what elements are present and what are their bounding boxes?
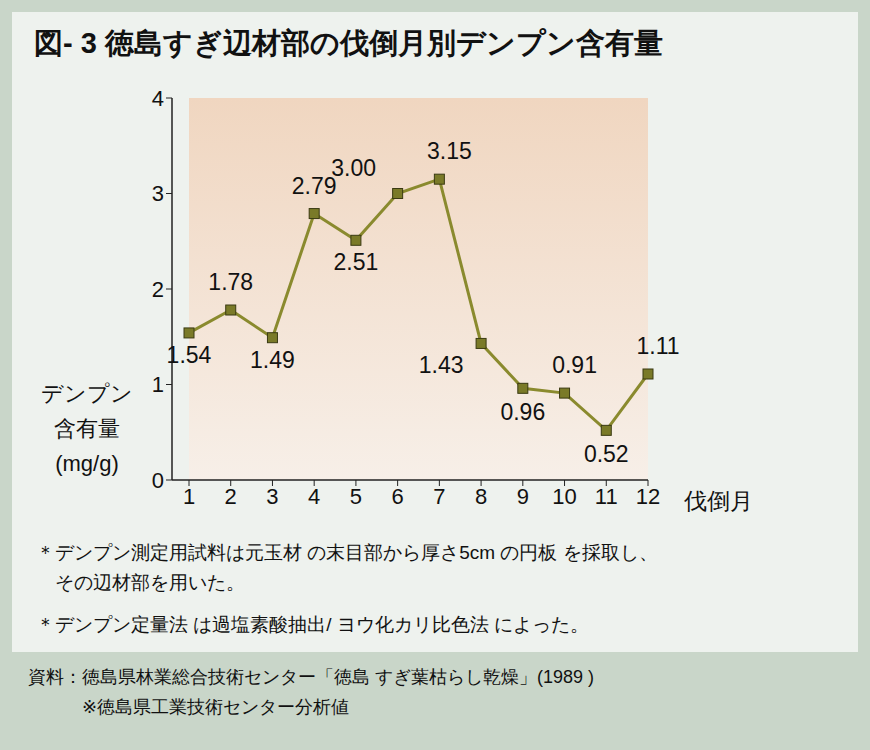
svg-text:1.11: 1.11 [636,333,679,359]
svg-text:3: 3 [266,484,278,509]
svg-text:7: 7 [433,484,445,509]
svg-text:1.49: 1.49 [250,347,295,373]
html-text:図- 3 徳島すぎ辺材部の伐倒月別デンプン含有量: 図- 3 徳島すぎ辺材部の伐倒月別デンプン含有量 [34,27,663,59]
svg-text:2: 2 [225,484,237,509]
html-text:デンプン: デンプン [41,381,133,406]
svg-text:12: 12 [636,484,660,509]
svg-text:1: 1 [183,484,195,509]
svg-text:11: 11 [595,484,618,509]
svg-text:1.78: 1.78 [208,269,253,295]
svg-text:3: 3 [152,181,164,206]
svg-text:3.15: 3.15 [427,138,472,164]
svg-text:1.54: 1.54 [167,342,212,368]
svg-text:1.43: 1.43 [419,352,464,378]
html-text:(mg/g): (mg/g) [55,451,119,476]
svg-text:6: 6 [392,484,404,509]
svg-text:10: 10 [552,484,576,509]
svg-text:5: 5 [350,484,362,509]
html-text:その辺材部を用いた。: その辺材部を用いた。 [36,572,245,593]
svg-text:3.00: 3.00 [331,155,376,181]
html-text:含有量: 含有量 [54,416,120,441]
svg-text:2.51: 2.51 [334,249,379,275]
svg-text:4: 4 [308,484,320,509]
svg-text:9: 9 [517,484,529,509]
svg-text:2.79: 2.79 [292,173,337,199]
svg-text:2: 2 [152,277,164,302]
svg-text:8: 8 [475,484,487,509]
svg-text:0: 0 [152,468,164,493]
svg-text:0.96: 0.96 [500,399,545,425]
html-text:資料：徳島県林業総合技術センター「徳島 すぎ葉枯らし乾燥」(: 資料：徳島県林業総合技術センター「徳島 すぎ葉枯らし乾燥」(1989 ) [28,667,594,687]
html-text:＊デンプン測定用試料は元玉材 の末目部から厚さ5cm の円板: ＊デンプン測定用試料は元玉材 の末目部から厚さ5cm の円板 を採取し、 [36,542,658,563]
svg-text:0.52: 0.52 [584,441,629,467]
html-text:※徳島県工業技術センター分析値: ※徳島県工業技術センター分析値 [28,697,350,717]
svg-text:0.91: 0.91 [552,352,597,378]
html-text:＊デンプン定量法 は過塩素酸抽出/ ヨウ化カリ比色法 によっ: ＊デンプン定量法 は過塩素酸抽出/ ヨウ化カリ比色法 によった。 [36,614,590,635]
svg-text:1: 1 [152,372,164,397]
html-text:伐倒月: 伐倒月 [684,488,753,514]
svg-text:4: 4 [152,86,164,111]
